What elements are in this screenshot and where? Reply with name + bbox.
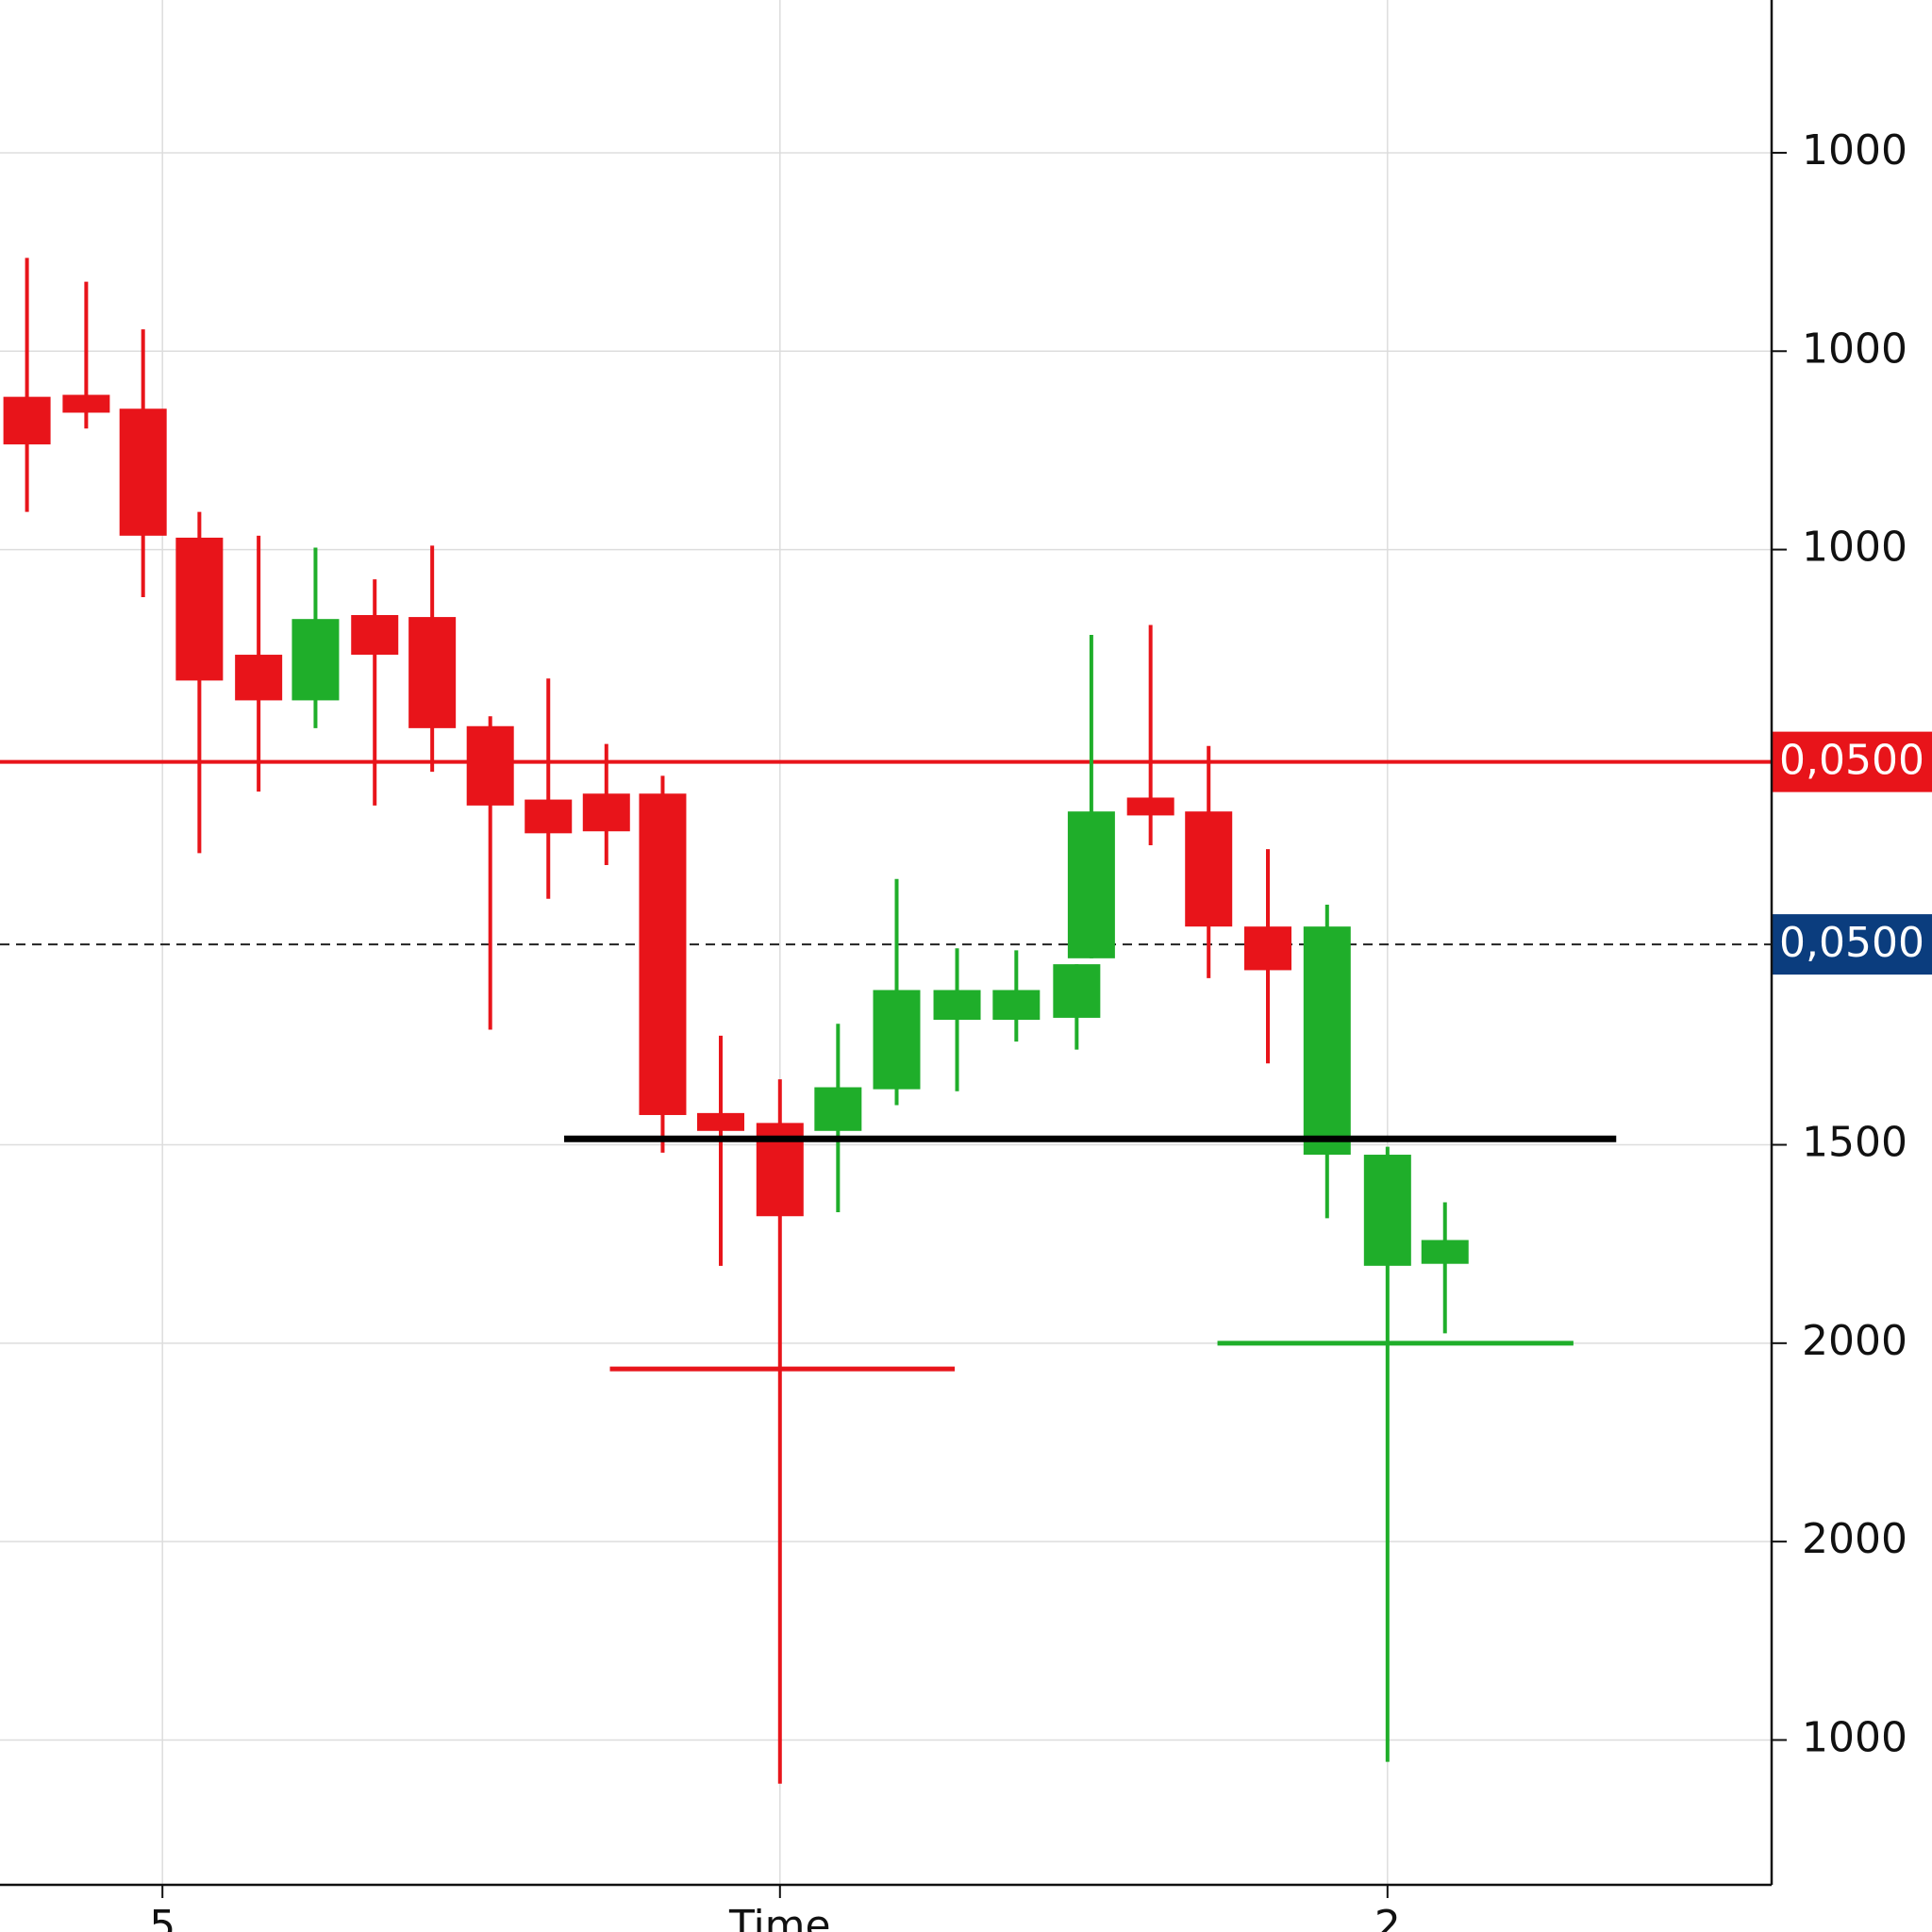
candle-body [1067, 811, 1115, 958]
x-tick-label: 5 [149, 1902, 175, 1932]
x-tick-label: 2 [1374, 1902, 1401, 1932]
candle-body [1363, 1155, 1411, 1266]
candle-body [1126, 797, 1174, 816]
candle-body [3, 396, 51, 445]
y-tick-label: 1000 [1802, 1713, 1907, 1761]
candle-body [582, 793, 630, 832]
candle-body [639, 793, 687, 1115]
candle-body [291, 619, 340, 701]
candle-body [697, 1112, 745, 1131]
price-tag-label: 0,0500 [1779, 919, 1924, 967]
candle-body [933, 990, 981, 1021]
candle-body [351, 614, 399, 656]
candle-body [62, 394, 110, 413]
price-tag [1772, 914, 1932, 975]
candle-body [873, 990, 921, 1090]
candle-body [1244, 926, 1292, 971]
price-tag-label: 0,0500 [1779, 737, 1924, 785]
price-tag [1772, 731, 1932, 792]
candle-body [1185, 811, 1233, 927]
candle-body [1303, 926, 1351, 1156]
candle-body [175, 537, 224, 681]
candle-body [525, 799, 573, 834]
candle-body [1053, 964, 1101, 1018]
candle-body [119, 408, 167, 536]
candle-body [814, 1087, 862, 1131]
y-tick-label: 1000 [1802, 524, 1907, 572]
candle-body [992, 990, 1041, 1021]
y-tick-label: 2000 [1802, 1515, 1907, 1563]
y-tick-label: 1000 [1802, 325, 1907, 373]
candle-body [235, 655, 283, 701]
x-tick-label: Time [728, 1902, 831, 1932]
candle-body [408, 617, 457, 728]
candle-body [1421, 1240, 1469, 1264]
y-tick-label: 2000 [1802, 1317, 1907, 1365]
candle-body [466, 725, 514, 806]
y-tick-label: 1500 [1802, 1119, 1907, 1167]
y-tick-label: 1000 [1802, 126, 1907, 175]
